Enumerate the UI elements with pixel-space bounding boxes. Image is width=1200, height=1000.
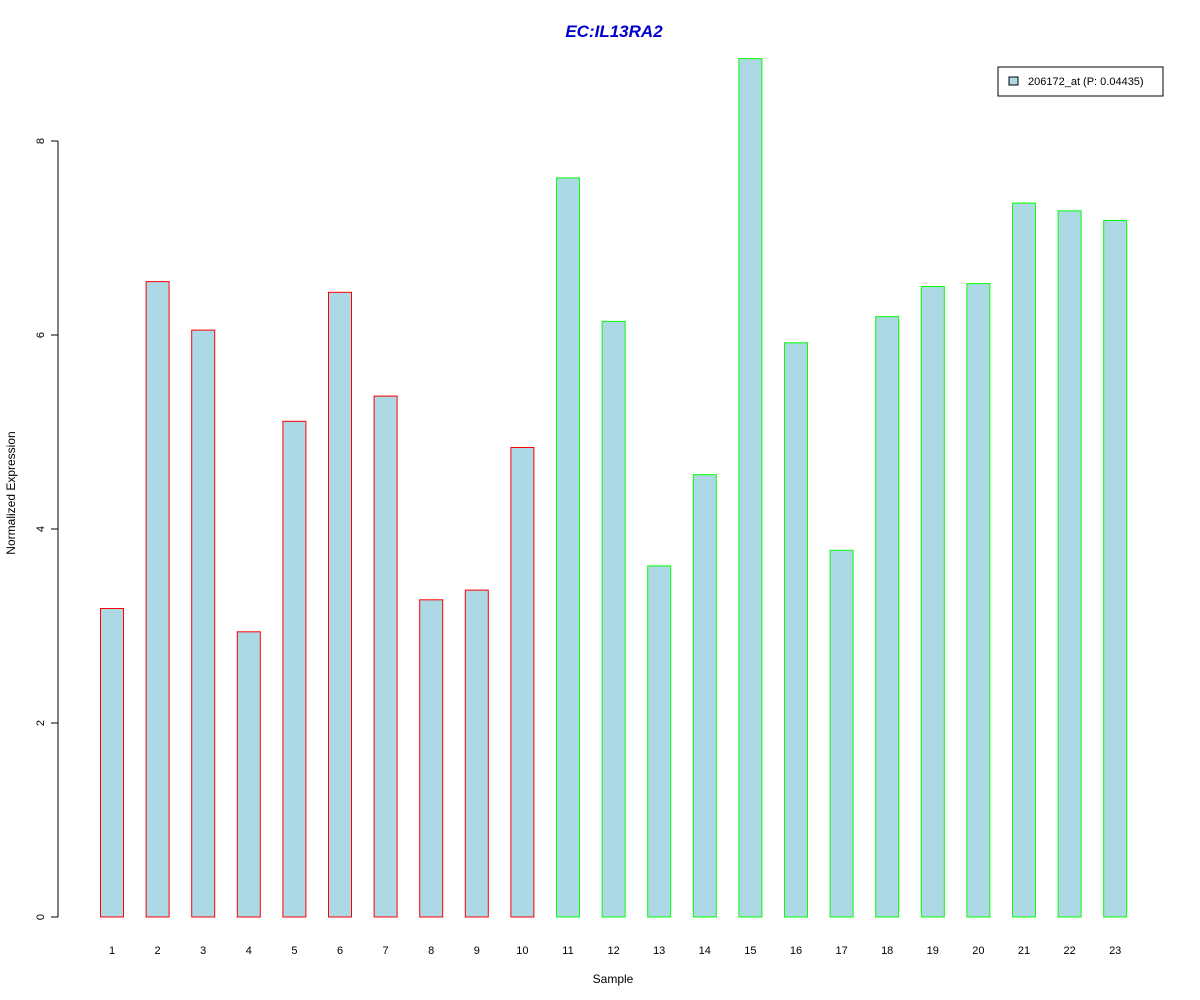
legend-label: 206172_at (P: 0.04435) xyxy=(1028,76,1144,88)
bar-sample-13 xyxy=(647,565,672,918)
x-tick-label: 20 xyxy=(972,945,984,957)
bar-sample-15 xyxy=(738,58,763,918)
x-tick-label: 12 xyxy=(607,945,619,957)
legend-swatch xyxy=(1008,76,1019,86)
legend: 206172_at (P: 0.04435) xyxy=(997,66,1164,97)
bar-sample-7 xyxy=(373,395,398,918)
bar-sample-20 xyxy=(966,283,991,918)
bar-sample-4 xyxy=(236,631,261,918)
x-tick-label: 21 xyxy=(1018,945,1030,957)
bar-sample-6 xyxy=(328,291,352,918)
x-tick-label: 1 xyxy=(109,945,115,957)
x-tick-label: 14 xyxy=(699,945,711,957)
x-tick-label: 23 xyxy=(1109,945,1121,957)
legend-box xyxy=(997,66,1164,97)
x-tick-label: 9 xyxy=(474,945,480,957)
bar-sample-1 xyxy=(100,608,124,918)
x-tick-label: 5 xyxy=(291,945,297,957)
y-tick-label: 8 xyxy=(35,138,47,144)
x-tick-label: 22 xyxy=(1063,945,1075,957)
y-axis-label: Normalized Expression xyxy=(4,431,18,554)
x-tick-label: 11 xyxy=(562,945,573,957)
chart-title: EC:IL13RA2 xyxy=(565,22,663,41)
bar-sample-16 xyxy=(784,342,808,918)
bars-group xyxy=(100,58,1128,918)
x-tick-label: 4 xyxy=(246,945,252,957)
bar-sample-17 xyxy=(829,549,854,918)
bar-sample-8 xyxy=(419,599,444,918)
bar-sample-12 xyxy=(601,320,626,918)
bar-sample-23 xyxy=(1103,220,1128,918)
y-tick-label: 6 xyxy=(35,332,47,338)
y-tick-label: 4 xyxy=(35,526,47,532)
y-tick-label: 2 xyxy=(35,720,47,726)
x-tick-label: 17 xyxy=(835,945,847,957)
bar-sample-21 xyxy=(1012,202,1036,918)
bar-sample-3 xyxy=(191,329,216,918)
y-tick-label: 0 xyxy=(35,914,47,920)
bar-sample-19 xyxy=(920,286,945,918)
x-tick-label: 19 xyxy=(927,945,939,957)
bar-sample-10 xyxy=(510,447,535,918)
bar-sample-22 xyxy=(1057,210,1082,918)
x-tick-label: 18 xyxy=(881,945,893,957)
bar-sample-11 xyxy=(556,177,580,918)
x-tick-label: 2 xyxy=(155,945,161,957)
bar-sample-5 xyxy=(282,420,307,918)
x-tick-label: 3 xyxy=(200,945,206,957)
x-tick-label: 15 xyxy=(744,945,756,957)
y-axis: 0 2 4 6 8 xyxy=(35,138,59,920)
x-tick-label: 7 xyxy=(383,945,389,957)
bar-sample-14 xyxy=(692,474,717,918)
x-tick-label: 13 xyxy=(653,945,665,957)
x-tick-label: 10 xyxy=(516,945,528,957)
x-tick-label: 8 xyxy=(428,945,434,957)
x-axis-label: Sample xyxy=(593,972,634,986)
x-tick-labels: 1 2 3 4 5 6 7 8 9 10 11 12 13 14 15 16 17 18 19 20 21 22 23 xyxy=(109,945,1121,957)
x-tick-label: 16 xyxy=(790,945,802,957)
bar-sample-9 xyxy=(464,589,489,918)
x-tick-label: 6 xyxy=(337,945,343,957)
bar-sample-2 xyxy=(145,281,170,918)
bar-sample-18 xyxy=(875,316,900,918)
